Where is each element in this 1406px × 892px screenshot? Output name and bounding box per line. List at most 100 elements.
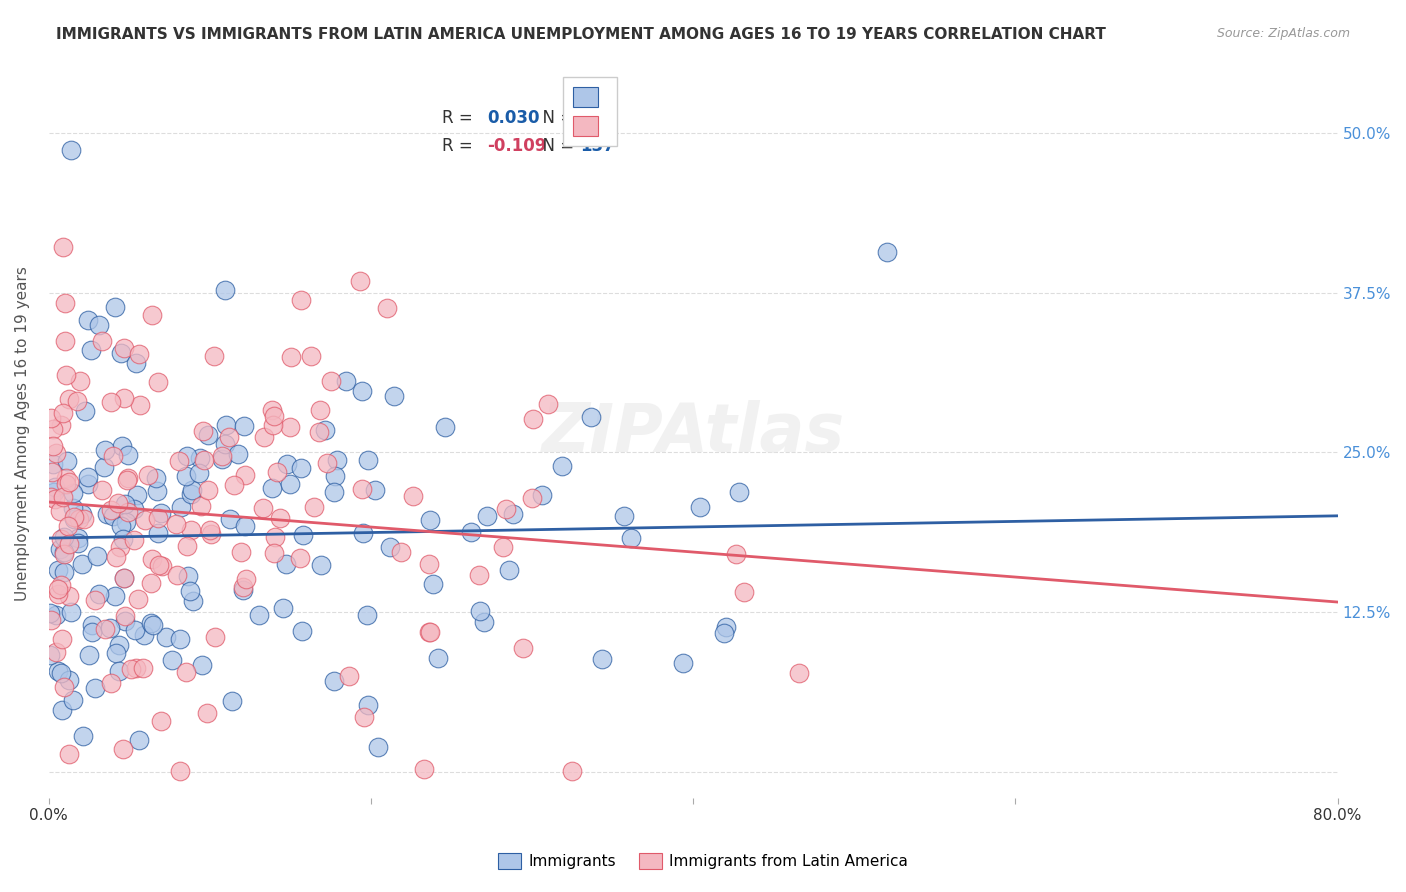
Point (200, 527, 222, 541)
Point (291, 624, 314, 639)
Point (49, 541, 72, 556)
Point (672, 657, 695, 671)
Point (169, 632, 191, 646)
Point (260, 481, 283, 495)
Point (309, 558, 332, 572)
Point (51, 703, 73, 717)
Point (274, 557, 297, 571)
Point (53, 296, 76, 310)
Point (136, 467, 159, 482)
Point (114, 614, 136, 628)
Point (45, 446, 67, 460)
Point (561, 764, 583, 779)
Point (45, 645, 67, 659)
Point (495, 502, 517, 516)
Point (124, 624, 146, 638)
Point (115, 515, 138, 529)
Point (73, 404, 96, 418)
Point (39, 606, 62, 620)
Point (46, 664, 69, 678)
Point (180, 483, 202, 497)
Point (402, 489, 425, 503)
Point (214, 283, 236, 297)
Point (591, 651, 613, 665)
Point (229, 545, 252, 559)
Point (713, 626, 735, 640)
Point (211, 452, 233, 467)
Point (108, 540, 131, 554)
Point (266, 465, 288, 479)
Point (44, 607, 66, 622)
Point (98, 621, 121, 635)
Point (77, 648, 100, 662)
Point (110, 519, 132, 533)
Point (876, 245, 898, 260)
Point (288, 551, 311, 566)
Point (302, 500, 325, 514)
Point (197, 427, 219, 442)
Text: N =: N = (531, 137, 579, 155)
Point (39, 613, 62, 627)
Point (434, 420, 457, 434)
Point (100, 676, 122, 690)
Point (55, 368, 77, 382)
Point (86, 549, 108, 563)
Point (714, 620, 737, 634)
Legend: Immigrants, Immigrants from Latin America: Immigrants, Immigrants from Latin Americ… (492, 847, 914, 875)
Point (247, 607, 270, 622)
Point (149, 506, 172, 520)
Point (58, 673, 80, 687)
Point (49, 533, 72, 547)
Point (689, 500, 711, 515)
Point (252, 501, 274, 516)
Point (419, 625, 441, 640)
Point (112, 741, 135, 756)
Point (39, 648, 62, 662)
Text: IMMIGRANTS VS IMMIGRANTS FROM LATIN AMERICA UNEMPLOYMENT AMONG AGES 16 TO 19 YEA: IMMIGRANTS VS IMMIGRANTS FROM LATIN AMER… (56, 27, 1107, 42)
Point (76, 477, 98, 491)
Point (128, 733, 150, 747)
Point (58, 537, 80, 551)
Point (87, 318, 110, 332)
Point (42, 421, 65, 435)
Point (353, 710, 375, 724)
Text: ZIPAtlas: ZIPAtlas (541, 401, 845, 467)
Point (52, 240, 75, 254)
Point (551, 459, 574, 474)
Point (62, 486, 84, 500)
Point (83, 681, 105, 695)
Point (141, 308, 163, 322)
Point (112, 571, 135, 585)
Point (44, 480, 66, 494)
Point (176, 449, 198, 463)
Point (67, 512, 90, 526)
Point (117, 448, 139, 462)
Text: Source: ZipAtlas.com: Source: ZipAtlas.com (1216, 27, 1350, 40)
Point (375, 301, 398, 315)
Point (226, 447, 249, 461)
Point (613, 509, 636, 524)
Point (353, 526, 375, 541)
Point (55, 454, 77, 468)
Point (46, 563, 69, 577)
Point (55, 477, 77, 491)
Point (232, 583, 254, 598)
Point (91, 483, 114, 497)
Point (180, 523, 202, 537)
Point (232, 580, 254, 594)
Text: 137: 137 (579, 137, 614, 155)
Point (356, 607, 378, 622)
Point (46, 582, 69, 597)
Point (101, 508, 124, 523)
Point (350, 384, 373, 398)
Point (145, 471, 167, 485)
Point (165, 516, 187, 531)
Point (520, 491, 543, 505)
Point (204, 630, 226, 644)
Point (233, 418, 256, 433)
Point (39, 410, 62, 425)
Point (93, 459, 115, 474)
Point (70, 558, 93, 572)
Point (179, 584, 201, 599)
Point (107, 496, 129, 510)
